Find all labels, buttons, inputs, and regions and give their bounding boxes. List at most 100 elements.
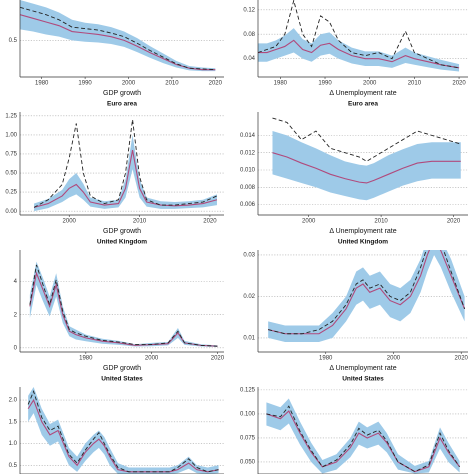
plot [268, 250, 466, 343]
y-tick-label: 0.75 [5, 152, 17, 158]
panel-title: United States [101, 376, 143, 383]
panel: United States 0.5 1.0 1.5 2.0 [9, 376, 224, 474]
panel: United States 0.050 0.075 0.100 0.125 [240, 376, 468, 474]
y-tick-label: 4 [14, 279, 18, 285]
dashed-line [266, 405, 460, 473]
y-tick-label: 0.02 [243, 294, 255, 300]
x-tick-label: 2020 [211, 356, 225, 362]
y-tick-label: 1.25 [5, 113, 17, 119]
x-axis-label: Δ Unemployment rate [329, 365, 396, 372]
dashed-line [20, 6, 216, 71]
y-tick-label: 0.25 [5, 190, 17, 196]
band [29, 261, 218, 348]
y-tick-label: 0.08 [243, 32, 255, 38]
plot [266, 398, 461, 474]
median-line [20, 14, 216, 71]
y-tick-label: 0.012 [240, 150, 256, 156]
band [268, 250, 465, 343]
panel-title: United Kingdom [97, 239, 147, 246]
y-tick-label: 0.03 [243, 253, 255, 259]
plot [33, 119, 218, 212]
x-axis-label: GDP growth [103, 365, 141, 372]
x-tick-label: 2000 [363, 81, 377, 87]
x-tick-label: 2020 [455, 356, 469, 362]
x-tick-label: 2010 [133, 219, 147, 225]
y-tick-label: 1.0 [9, 441, 18, 447]
y-tick-label: 0.006 [240, 202, 256, 208]
median-line [268, 250, 466, 335]
y-tick-label: 0.04 [243, 56, 255, 62]
x-tick-label: 1990 [78, 81, 92, 87]
panel: Euro area 0.00 0.25 0.50 0.75 1.00 1.25 2000 201… [5, 101, 224, 235]
dashed-line [29, 264, 218, 347]
x-tick-label: 2000 [122, 81, 136, 87]
median-line [266, 410, 461, 473]
plot [272, 117, 461, 201]
x-tick-label: 1990 [318, 81, 332, 87]
dashed-line [33, 119, 218, 208]
x-tick-label: 2010 [374, 219, 388, 225]
y-tick-label: 1.00 [5, 132, 17, 138]
x-tick-label: 1980 [274, 81, 288, 87]
plot [29, 261, 218, 348]
median-line [258, 39, 460, 69]
y-tick-label: 0.5 [9, 38, 18, 44]
y-tick-label: 0.010 [240, 168, 256, 174]
x-tick-label: 2020 [203, 219, 217, 225]
x-tick-label: 2000 [387, 356, 401, 362]
panel: United Kingdom 0 2 4 1980 2000 2020 GDP growth [14, 239, 225, 372]
x-tick-label: 2000 [302, 219, 316, 225]
dashed-line [272, 117, 461, 162]
x-tick-label: 2010 [165, 81, 179, 87]
y-tick-label: 0.5 [9, 463, 18, 469]
median-line [27, 398, 219, 473]
x-tick-label: 2000 [145, 356, 159, 362]
band [20, 0, 216, 72]
y-tick-label: 0.050 [240, 460, 256, 466]
band [272, 131, 461, 201]
y-tick-label: 2 [14, 312, 18, 318]
band [34, 134, 217, 212]
median-line [33, 150, 218, 208]
plot [258, 0, 460, 72]
dashed-line [27, 390, 219, 473]
panel-title: United States [342, 376, 384, 383]
x-tick-label: 2020 [452, 81, 466, 87]
plot [27, 387, 219, 474]
panel: United Kingdom 0.01 0.02 0.03 1980 2000 2020 Δ … [243, 239, 469, 372]
panel-title: Euro area [348, 101, 378, 108]
y-tick-label: 0.075 [240, 436, 256, 442]
y-tick-label: 0.125 [240, 387, 256, 393]
x-tick-label: 2020 [447, 219, 461, 225]
x-tick-label: 1980 [79, 356, 93, 362]
panel-title: United Kingdom [338, 239, 388, 246]
median-line [272, 152, 461, 184]
x-tick-label: 1980 [35, 81, 49, 87]
x-axis-label: Δ Unemployment rate [329, 228, 396, 235]
x-tick-label: 2010 [408, 81, 422, 87]
x-tick-label: 2020 [209, 81, 223, 87]
panel: 0.04 0.08 0.12 1980 1990 2000 2010 2020 Δ Unempl… [243, 0, 468, 97]
y-tick-label: 0.01 [243, 335, 255, 341]
y-tick-label: 1.5 [9, 419, 18, 425]
plot [20, 0, 216, 72]
y-tick-label: 0.014 [240, 133, 256, 139]
median-line [29, 271, 218, 347]
y-tick-label: 0.100 [240, 411, 256, 417]
x-axis-label: GDP growth [103, 228, 141, 235]
y-tick-label: 0.50 [5, 171, 17, 177]
panel-title: Euro area [107, 101, 137, 108]
panel: 0.5 1980 1990 2000 2010 2020 GDP growth [9, 0, 224, 97]
y-tick-label: 0.12 [243, 7, 255, 13]
y-tick-label: 2.0 [9, 398, 18, 404]
x-tick-label: 1980 [319, 356, 333, 362]
band [258, 28, 460, 72]
x-axis-label: GDP growth [103, 90, 141, 97]
panel: Euro area 0.006 0.008 0.010 0.012 0.014 2000 20… [240, 101, 468, 235]
y-tick-label: 0.00 [5, 209, 17, 215]
dashed-line [258, 0, 460, 69]
x-axis-label: Δ Unemployment rate [329, 90, 396, 97]
y-tick-label: 0 [14, 345, 18, 351]
x-tick-label: 2000 [63, 219, 77, 225]
